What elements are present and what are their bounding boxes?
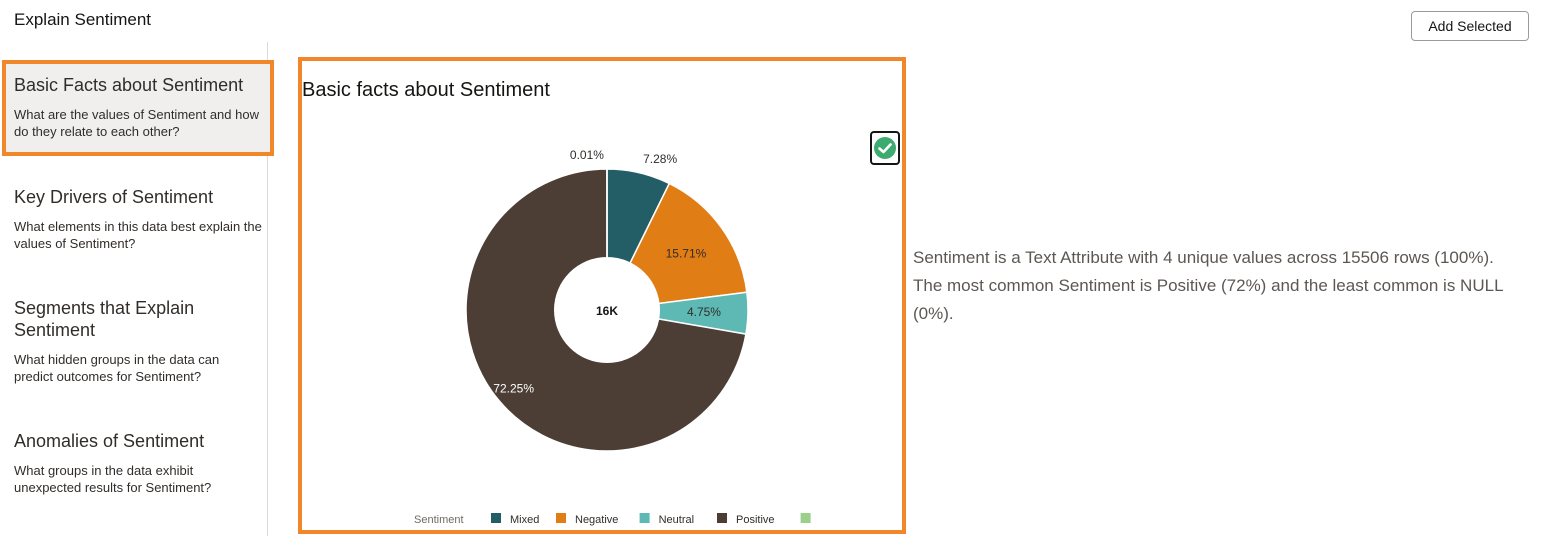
sidebar: Basic Facts about Sentiment What are the… xyxy=(0,42,274,536)
donut-chart: 16K 7.28% 15.71% 4.75% 72.25% 0.01% Sentiment M… xyxy=(414,148,811,526)
legend-swatch[interactable] xyxy=(639,513,650,523)
page-title: Explain Sentiment xyxy=(14,10,152,29)
legend-label[interactable]: Neutral xyxy=(659,514,694,526)
sidebar-item-description: What hidden groups in the data can predi… xyxy=(14,352,220,384)
select-toggle[interactable] xyxy=(870,131,900,165)
sidebar-item-description: What are the values of Sentiment and how… xyxy=(14,107,259,139)
legend-label[interactable]: Positive xyxy=(736,514,775,526)
sidebar-item-title: Segments that Explain Sentiment xyxy=(14,298,195,340)
legend-title: Sentiment xyxy=(414,514,464,526)
summary-text: Sentiment is a Text Attribute with 4 uni… xyxy=(913,248,1503,323)
sidebar-item-title: Anomalies of Sentiment xyxy=(14,431,205,451)
sidebar-item-segments[interactable]: Segments that Explain Sentiment What hid… xyxy=(2,283,232,385)
data-label: 0.01% xyxy=(570,148,604,162)
sidebar-item-anomalies[interactable]: Anomalies of Sentiment What groups in th… xyxy=(2,416,274,496)
donut-hole xyxy=(554,257,660,363)
sidebar-item-title: Key Drivers of Sentiment xyxy=(14,187,214,207)
sidebar-item-description: What elements in this data best explain … xyxy=(14,219,262,251)
insight-card[interactable]: Basic facts about Sentiment 16K 7.28% 15.7… xyxy=(298,57,906,534)
sidebar-item-title: Basic Facts about Sentiment xyxy=(14,75,244,95)
sidebar-item-key-drivers[interactable]: Key Drivers of Sentiment What elements i… xyxy=(2,172,274,252)
legend-label[interactable]: Mixed xyxy=(510,514,539,526)
add-selected-button[interactable]: Add Selected xyxy=(1411,11,1529,41)
legend-swatch[interactable] xyxy=(491,513,501,523)
sidebar-item-description: What groups in the data exhibit unexpect… xyxy=(14,463,212,495)
legend-swatch[interactable] xyxy=(717,513,727,523)
donut-center-label: 16K xyxy=(596,304,618,318)
data-label: 15.71% xyxy=(666,247,707,261)
data-label: 4.75% xyxy=(687,305,721,319)
data-label: 72.25% xyxy=(493,382,534,396)
check-circle-icon xyxy=(874,137,896,159)
sidebar-item-basic-facts[interactable]: Basic Facts about Sentiment What are the… xyxy=(2,60,274,156)
legend-swatch[interactable] xyxy=(556,513,566,523)
card-title: Basic facts about Sentiment xyxy=(302,79,550,101)
legend-swatch[interactable] xyxy=(800,513,811,523)
legend-label[interactable]: Negative xyxy=(575,514,618,526)
data-label: 7.28% xyxy=(643,152,677,166)
